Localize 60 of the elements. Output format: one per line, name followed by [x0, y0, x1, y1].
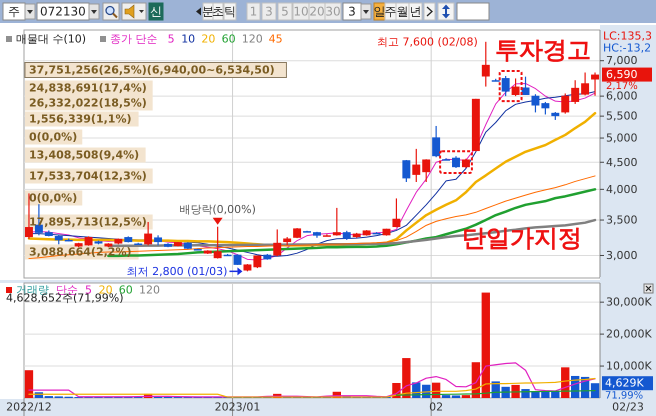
annotation: 24,838,691(17,4%): [29, 82, 147, 94]
text: 4,629K: [605, 376, 644, 390]
y-tick-label: 3,500: [606, 214, 638, 227]
text: 20: [309, 4, 325, 18]
annotation: 17,533,704(12,3%): [29, 170, 147, 182]
annotation: 26,332,022(18,5%): [29, 96, 147, 110]
y-tick-label: 7,000: [606, 54, 638, 68]
text: 45: [268, 32, 283, 46]
annotation: 0(0,0%): [29, 130, 78, 144]
legend-label: 거래량: [16, 284, 49, 296]
text: 71,99%: [605, 390, 644, 402]
text: 분: [202, 4, 214, 18]
text: 5: [168, 32, 175, 46]
y-tick-label: 20,000K: [606, 328, 652, 341]
x-tick-label: 2022/12: [6, 400, 52, 414]
annotation: 배당락(0,00%): [179, 203, 256, 216]
y-tick-label: 5,000: [606, 132, 638, 145]
annotation: 투자경고: [495, 36, 591, 64]
text: 2,17%: [606, 81, 638, 92]
text: 60: [222, 32, 236, 46]
y-tick-label: 5,500: [606, 110, 638, 123]
text: 초: [212, 4, 224, 18]
x-tick-label: 02: [429, 400, 444, 414]
legend-label: 120: [139, 284, 160, 296]
text: 3: [265, 4, 273, 18]
y-tick-label: 10,000K: [606, 360, 652, 373]
y-tick-label: 6,000: [606, 90, 638, 103]
text: 120: [242, 32, 263, 46]
y-tick-label: 4,000: [606, 182, 638, 196]
annotation: 1,556,339(1,1%): [29, 112, 132, 126]
annotation: 0(0,0%): [29, 192, 78, 204]
text: 년: [410, 4, 422, 18]
text: 신: [150, 4, 162, 18]
text: 5: [281, 4, 289, 18]
text: 1: [250, 4, 258, 18]
annotation: 13,408,508(9,4%): [29, 148, 140, 162]
y-tick-label: 30,000K: [606, 296, 652, 309]
text: 10: [293, 4, 309, 18]
text: 틱: [224, 4, 236, 18]
legend-title: 종가 단순: [110, 32, 158, 46]
chart-title: 매물대 수(10): [16, 32, 86, 46]
text: 10: [181, 32, 196, 46]
y-tick-label: 3,000: [606, 248, 638, 262]
annotation: 최고 7,600 (02/08): [377, 35, 478, 48]
annotation: 37,751,256(26,5%)(6,940,00~6,534,50): [29, 64, 275, 76]
text: 3: [348, 4, 356, 18]
annotation: 단일가지정: [462, 224, 582, 252]
text: LC:135,3: [603, 30, 652, 42]
text: 일: [374, 4, 386, 18]
text: HC:-13,2: [603, 42, 652, 54]
text: 072130: [40, 4, 86, 18]
text: 주: [384, 4, 396, 18]
text: 30: [325, 4, 341, 18]
annotation: 최저 2,800 (01/03): [126, 264, 228, 278]
x-tick-label: 2023/01: [214, 400, 260, 414]
y-tick-label: 4,500: [606, 156, 638, 169]
text: 월: [396, 4, 408, 18]
text: 20: [201, 32, 216, 46]
text: 주: [8, 4, 20, 18]
text: 6,590: [606, 68, 638, 82]
